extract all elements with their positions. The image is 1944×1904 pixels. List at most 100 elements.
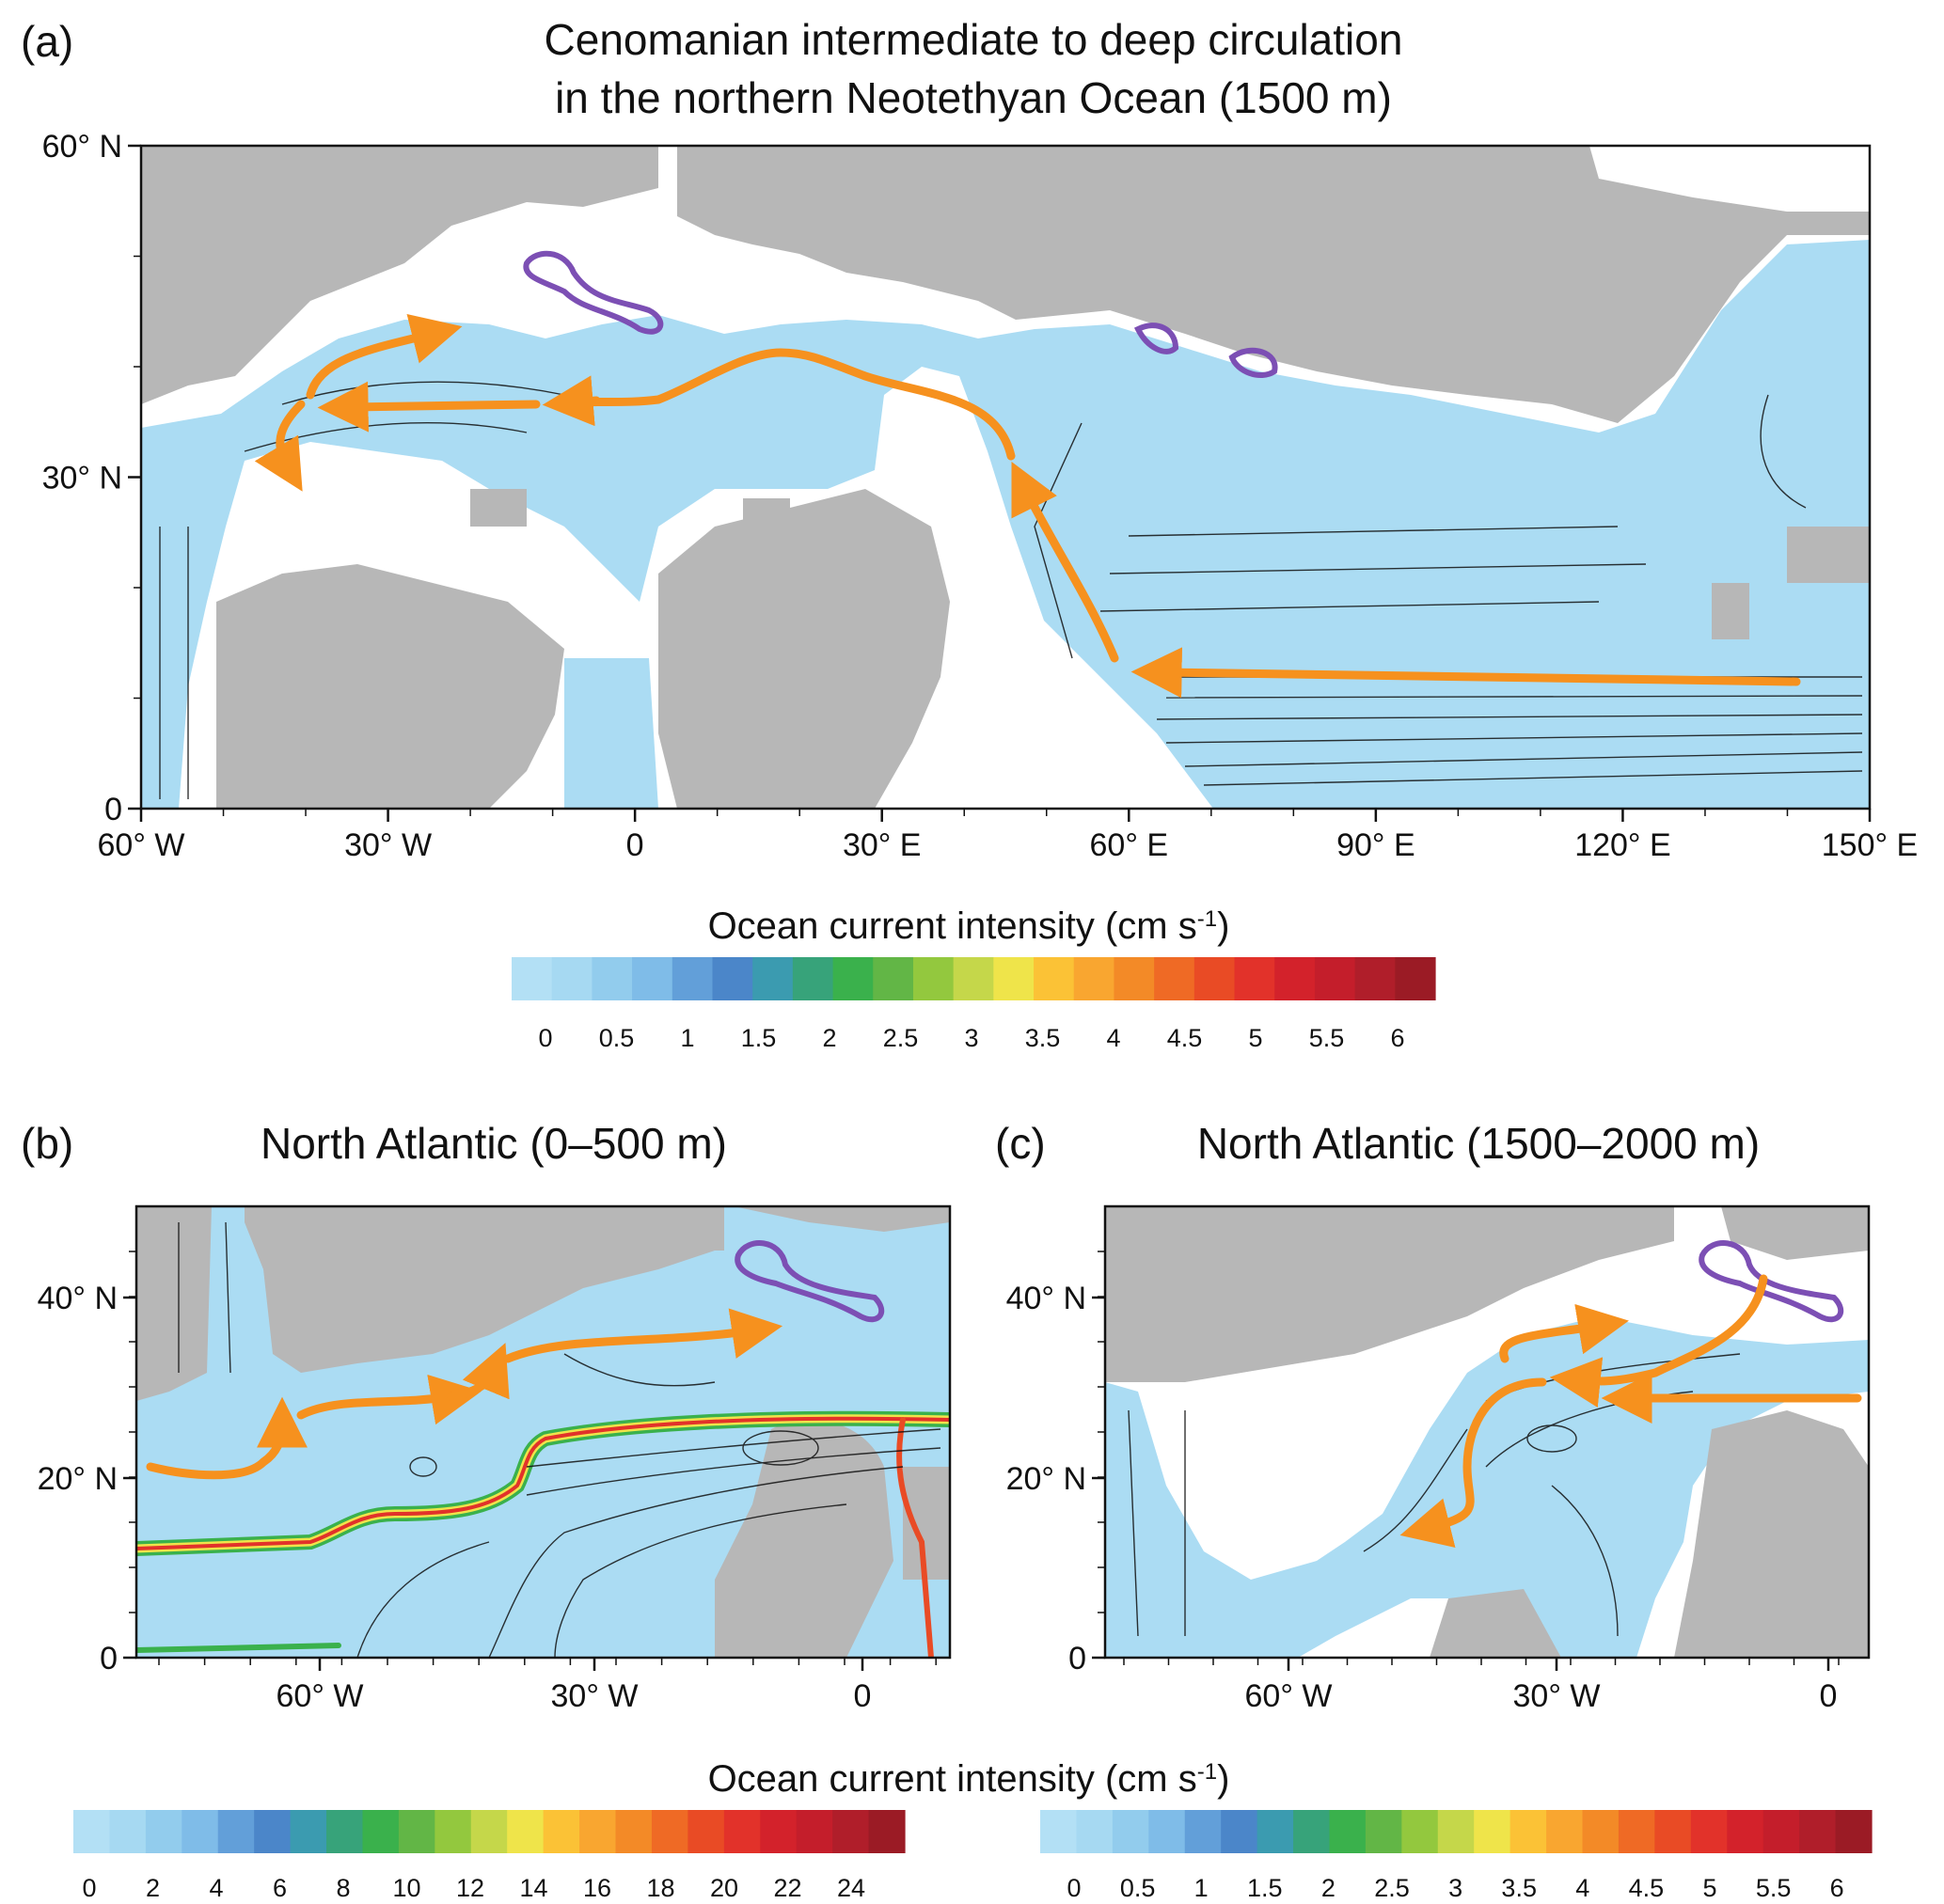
colorbar-swatch	[651, 1810, 688, 1853]
panel-b-label: (b)	[21, 1119, 73, 1168]
arrow-equatorial-westward	[1130, 647, 1801, 699]
colorbar-label: 4.5	[1629, 1874, 1665, 1902]
colorbar-label: 3.5	[1501, 1874, 1537, 1902]
colorbar-swatch	[1437, 1810, 1475, 1853]
panel-a-purple-contours	[523, 250, 1278, 378]
streamline	[1184, 751, 1863, 767]
panel-c-land	[1105, 1206, 1869, 1658]
panel-b: (b) North Atlantic (0–500 m)	[21, 1119, 952, 1714]
panel-a: (a) Cenomanian intermediate to deep circ…	[21, 15, 1918, 863]
panel-c-y-axis: 40° N 20° N 0	[1006, 1251, 1105, 1676]
y-tick-label: 40° N	[1006, 1281, 1086, 1316]
colorbar-label: 4	[209, 1874, 223, 1902]
arrow-b-4	[503, 1308, 783, 1363]
colorbar-swatch	[712, 957, 753, 1000]
colorbar-label: 18	[646, 1874, 674, 1902]
colorbar-swatch	[688, 1810, 725, 1853]
streamline	[526, 1428, 941, 1468]
land-b-strip	[715, 1206, 724, 1251]
colorbar-label: 1	[680, 1024, 694, 1052]
colorbar-swatch	[1546, 1810, 1584, 1853]
streamline	[1551, 1485, 1619, 1637]
colorbar-swatch	[1799, 1810, 1837, 1853]
x-tick-label: 30° E	[843, 827, 922, 863]
colorbar-label: 6	[273, 1874, 287, 1902]
colorbar-swatch	[1654, 1810, 1692, 1853]
panel-b-colorbar-labels: 0 2 4 6 8 10 12 14 16 18 20 22 24	[82, 1874, 865, 1902]
colorbar-swatch	[1040, 1810, 1078, 1853]
colorbar-swatch	[217, 1810, 255, 1853]
arrow-c-northeast	[1499, 1303, 1629, 1363]
colorbar-swatch	[832, 957, 874, 1000]
land-c-south	[1430, 1589, 1561, 1658]
x-tick-label: 60° W	[1245, 1678, 1333, 1714]
panel-a-colorbar-labels: 0 0.5 1 1.5 2 2.5 3 3.5 4 4.5 5 5.5 6	[538, 1024, 1404, 1052]
colorbar-swatch	[1076, 1810, 1114, 1853]
panel-c-purple-contour	[1699, 1240, 1844, 1323]
colorbar-swatch	[109, 1810, 147, 1853]
x-tick-label: 30° W	[551, 1678, 639, 1714]
colorbar-swatch	[592, 957, 633, 1000]
arrow-b-3	[447, 1343, 510, 1401]
streamline	[356, 1541, 490, 1658]
colorbar-swatch	[398, 1810, 435, 1853]
panel-c-colorbar-swatches	[1040, 1810, 1873, 1853]
eddy	[409, 1456, 437, 1477]
colorbar-swatch	[326, 1810, 364, 1853]
colorbar-swatch	[470, 1810, 508, 1853]
panel-b-map	[136, 1206, 950, 1658]
streamline	[563, 1353, 716, 1387]
colorbar-label: 4.5	[1167, 1024, 1203, 1052]
colorbar-swatch	[796, 1810, 833, 1853]
colorbar-label: 0	[538, 1024, 552, 1052]
colorbar-swatch	[1256, 1810, 1294, 1853]
panel-a-white-strip	[1589, 146, 1870, 212]
colorbar-swatch	[1148, 1810, 1186, 1853]
streamline	[1034, 422, 1083, 659]
y-tick-label: 40° N	[38, 1281, 118, 1316]
colorbar-label: 3	[964, 1024, 978, 1052]
colorbar-label: 2	[146, 1874, 160, 1902]
colorbar-swatch	[1395, 957, 1436, 1000]
panel-b-strong-currents	[136, 1410, 950, 1658]
colorbar-swatch	[551, 957, 593, 1000]
colorbar-label: 2	[822, 1024, 836, 1052]
x-tick-label: 60° W	[277, 1678, 364, 1714]
panel-b-x-axis: 60° W 30° W 0	[158, 1658, 937, 1714]
x-tick-label: 60° W	[98, 827, 185, 863]
colorbar-swatch	[792, 957, 834, 1000]
panel-a-y-axis: 60° N 30° N 0	[42, 129, 141, 827]
streamline	[1109, 563, 1647, 574]
streamline	[225, 1221, 231, 1374]
colorbar-swatch	[1582, 1810, 1620, 1853]
panel-a-colorbar-swatches	[512, 957, 1436, 1000]
panel-a-shaded-strait	[564, 658, 658, 809]
colorbar-label: 20	[710, 1874, 738, 1902]
colorbar-swatch	[1401, 1810, 1439, 1853]
colorbar-swatch	[1293, 1810, 1331, 1853]
colorbar-swatch	[579, 1810, 617, 1853]
colorbar-label: 5.5	[1309, 1024, 1345, 1052]
colorbar-label: 0	[1067, 1874, 1081, 1902]
x-tick-label: 0	[1820, 1678, 1838, 1714]
land-c-north-america	[1105, 1206, 1674, 1382]
y-tick-label: 60° N	[42, 129, 122, 165]
colorbar-swatch	[507, 1810, 545, 1853]
x-tick-label: 150° E	[1822, 827, 1918, 863]
colorbar-swatch	[1727, 1810, 1764, 1853]
colorbar-label: 8	[336, 1874, 350, 1902]
colorbar-swatch	[1618, 1810, 1655, 1853]
land-b-africa	[715, 1420, 893, 1658]
arrow-c-from-north	[1549, 1274, 1768, 1408]
arrow-b-2	[296, 1374, 482, 1425]
colorbar-label: 0	[82, 1874, 96, 1902]
colorbar-label: 10	[392, 1874, 420, 1902]
streamline	[1099, 601, 1600, 612]
land-c-africa	[1674, 1410, 1869, 1658]
panel-a-title-line2: in the northern Neotethyan Ocean (1500 m…	[555, 73, 1392, 122]
arrow-tethys-westward	[560, 348, 1016, 461]
panel-c-colorbar-labels: 0 0.5 1 1.5 2 2.5 3 3.5 4 4.5 5 5.5 6	[1067, 1874, 1843, 1902]
colorbar-label: 14	[519, 1874, 547, 1902]
colorbar-label: 2.5	[883, 1024, 919, 1052]
